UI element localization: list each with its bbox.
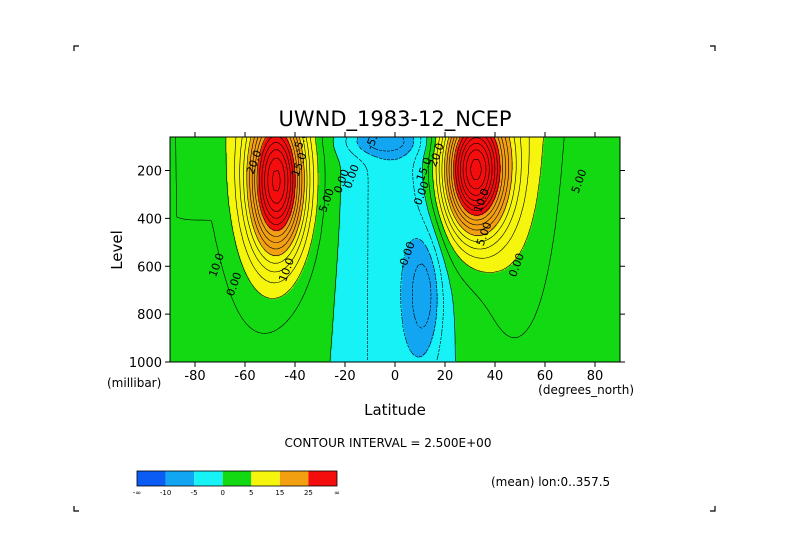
x-tick-label: -60 xyxy=(234,369,255,384)
contour-line xyxy=(345,137,444,362)
x-axis-units: (degrees_north) xyxy=(538,383,634,397)
crop-mark-bottom-left xyxy=(73,506,79,512)
contour-line xyxy=(272,149,487,192)
contour-line xyxy=(256,137,501,231)
contour-line xyxy=(254,137,503,237)
x-tick-label: 80 xyxy=(587,369,604,384)
contour-line xyxy=(267,143,490,204)
contour-line xyxy=(470,159,482,180)
contour-line xyxy=(367,137,432,329)
colorbar-label: 15 xyxy=(275,489,284,497)
y-axis-label: Level xyxy=(108,230,126,270)
contour-line xyxy=(239,137,522,273)
colorbar-frame xyxy=(136,470,338,487)
contour-line xyxy=(329,137,456,362)
contour-line xyxy=(225,137,544,299)
contour-line xyxy=(234,137,530,284)
contour-interval-note: CONTOUR INTERVAL = 2.500E+00 xyxy=(285,436,492,450)
contour-line xyxy=(175,137,565,339)
crop-mark-top-left xyxy=(73,45,79,51)
crop-marks xyxy=(73,45,716,512)
colorbar: -∞ -10 -5 0 5 15 25 ∞ xyxy=(133,470,340,497)
y-tick-label: 600 xyxy=(137,260,162,275)
y-axis-ticks: 200 400 600 800 1000 xyxy=(129,165,625,371)
contour-line xyxy=(251,137,506,243)
x-tick-label: -20 xyxy=(334,369,355,384)
x-tick-label: -80 xyxy=(184,369,205,384)
contour-line xyxy=(243,137,517,264)
y-tick-label: 800 xyxy=(137,308,162,323)
colorbar-label: 25 xyxy=(304,489,313,497)
y-tick-label: 400 xyxy=(137,212,162,227)
crop-mark-bottom-right xyxy=(710,506,716,512)
x-tick-label: 40 xyxy=(487,369,504,384)
x-tick-label: 60 xyxy=(537,369,554,384)
longitude-mean-note: (mean) lon:0..357.5 xyxy=(491,475,610,489)
chart-title: UWND_1983-12_NCEP xyxy=(278,107,511,132)
contour-line xyxy=(246,137,513,256)
y-tick-label: 1000 xyxy=(129,356,162,371)
contour-line xyxy=(356,137,438,358)
field-raster xyxy=(170,137,620,362)
x-tick-label: -40 xyxy=(284,369,305,384)
y-tick-label: 200 xyxy=(137,165,162,180)
colorbar-swatch xyxy=(279,471,309,486)
contour-line xyxy=(249,137,509,250)
crop-mark-top-right xyxy=(710,45,716,51)
colorbar-swatch xyxy=(194,471,223,486)
contour-line xyxy=(264,137,493,212)
y-axis-units: (millibar) xyxy=(107,376,161,390)
contour-line xyxy=(261,137,496,219)
colorbar-swatch xyxy=(137,471,166,486)
x-tick-label: 20 xyxy=(437,369,454,384)
x-axis-label: Latitude xyxy=(364,401,426,419)
x-tick-label: 0 xyxy=(391,369,399,384)
colorbar-swatch xyxy=(308,471,337,486)
contour-line xyxy=(259,137,498,225)
colorbar-swatch xyxy=(251,471,280,486)
x-axis-ticks: -80 -60 -40 -20 0 20 40 60 80 xyxy=(184,132,603,384)
colorbar-label: -∞ xyxy=(133,489,141,497)
contour-lines xyxy=(175,137,565,362)
colorbar-label: 0 xyxy=(220,489,224,497)
colorbar-swatch xyxy=(165,471,195,486)
colorbar-label: -5 xyxy=(191,489,198,497)
colorbar-label: 5 xyxy=(249,489,253,497)
colorbar-label: ∞ xyxy=(334,489,340,497)
colorbar-swatch xyxy=(222,471,252,486)
colorbar-label: -10 xyxy=(160,489,171,497)
